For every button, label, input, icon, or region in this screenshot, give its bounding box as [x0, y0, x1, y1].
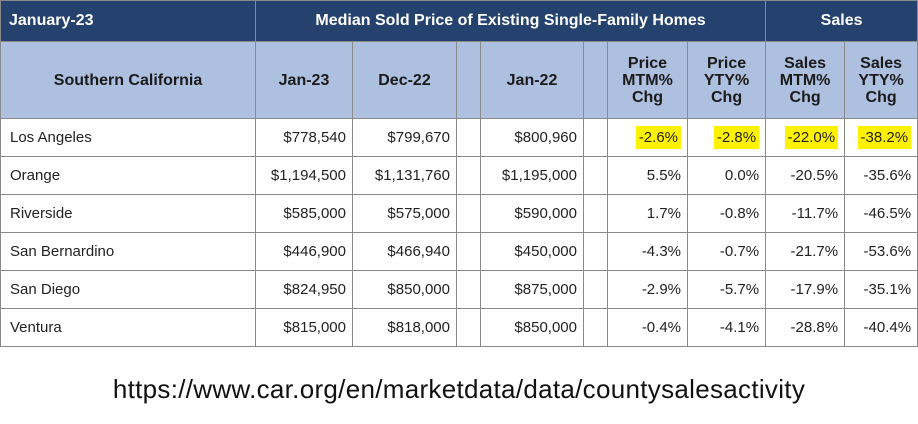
region-cell: Los Angeles [0, 118, 256, 157]
spacer-cell [583, 308, 608, 347]
dec22-cell: $799,670 [352, 118, 457, 157]
price-mtm-column-header: Price MTM% Chg [607, 41, 688, 119]
dec22-column-header: Dec-22 [352, 41, 457, 119]
jan23-cell: $824,950 [255, 270, 353, 309]
sales-mtm-cell: -11.7% [765, 194, 846, 233]
dec22-cell: $850,000 [352, 270, 457, 309]
region-cell: San Bernardino [0, 232, 256, 271]
sales-yty-cell: -46.5% [844, 194, 918, 233]
price-yty-cell: -0.8% [686, 194, 767, 233]
spacer-cell [583, 270, 608, 309]
region-cell: Ventura [0, 308, 256, 347]
sales-mtm-cell: -20.5% [765, 156, 846, 195]
median-price-table: January-23 Median Sold Price of Existing… [0, 0, 918, 347]
jan22-column-header: Jan-22 [480, 41, 584, 119]
price-yty-column-header: Price YTY% Chg [686, 41, 767, 119]
sales-group-header: Sales [765, 0, 918, 42]
spacer-cell [456, 156, 481, 195]
table-row: San Bernardino $446,900 $466,940 $450,00… [0, 232, 918, 271]
dec22-cell: $818,000 [352, 308, 457, 347]
sales-mtm-cell: -22.0% [765, 118, 846, 157]
highlighted-value: -2.8% [713, 126, 760, 149]
sales-mtm-column-header: Sales MTM% Chg [765, 41, 846, 119]
sales-mtm-cell: -28.8% [765, 308, 846, 347]
region-cell: San Diego [0, 270, 256, 309]
region-cell: Riverside [0, 194, 256, 233]
price-yty-cell: -4.1% [686, 308, 767, 347]
region-cell: Orange [0, 156, 256, 195]
spacer-cell [583, 232, 608, 271]
price-mtm-cell: 5.5% [607, 156, 688, 195]
table-row: Ventura $815,000 $818,000 $850,000 -0.4%… [0, 308, 918, 347]
source-url: https://www.car.org/en/marketdata/data/c… [112, 374, 806, 404]
jan22-cell: $850,000 [480, 308, 584, 347]
table-row: Orange $1,194,500 $1,131,760 $1,195,000 … [0, 156, 918, 195]
median-price-group-header: Median Sold Price of Existing Single-Fam… [254, 0, 767, 42]
price-mtm-cell: -0.4% [607, 308, 688, 347]
sales-yty-cell: -35.6% [844, 156, 918, 195]
region-column-header: Southern California [0, 41, 256, 119]
jan22-cell: $800,960 [480, 118, 584, 157]
spacer-column [456, 41, 481, 119]
highlighted-value: -2.6% [635, 126, 681, 149]
table-row: San Diego $824,950 $850,000 $875,000 -2.… [0, 270, 918, 309]
sales-yty-cell: -38.2% [844, 118, 918, 157]
spacer-cell [456, 194, 481, 233]
price-mtm-cell: 1.7% [607, 194, 688, 233]
group-header-row: January-23 Median Sold Price of Existing… [0, 0, 918, 42]
jan23-cell: $815,000 [255, 308, 353, 347]
sales-yty-cell: -35.1% [844, 270, 918, 309]
jan22-cell: $875,000 [480, 270, 584, 309]
price-mtm-cell: -4.3% [607, 232, 688, 271]
dec22-cell: $1,131,760 [352, 156, 457, 195]
jan23-column-header: Jan-23 [255, 41, 353, 119]
jan23-cell: $778,540 [255, 118, 353, 157]
spacer-cell [456, 270, 481, 309]
sales-mtm-cell: -17.9% [765, 270, 846, 309]
highlighted-value: -38.2% [857, 126, 912, 149]
sales-mtm-cell: -21.7% [765, 232, 846, 271]
spacer-cell [583, 194, 608, 233]
sales-yty-column-header: Sales YTY% Chg [844, 41, 918, 119]
sales-table-container: January-23 Median Sold Price of Existing… [0, 0, 918, 347]
spacer-cell [456, 308, 481, 347]
spacer-cell [456, 118, 481, 157]
price-yty-cell: -2.8% [686, 118, 767, 157]
sales-yty-cell: -53.6% [844, 232, 918, 271]
jan23-cell: $585,000 [255, 194, 353, 233]
highlighted-value: -22.0% [784, 126, 839, 149]
table-row: Riverside $585,000 $575,000 $590,000 1.7… [0, 194, 918, 233]
jan23-cell: $1,194,500 [255, 156, 353, 195]
price-yty-cell: 0.0% [686, 156, 767, 195]
price-yty-cell: -0.7% [686, 232, 767, 271]
spacer-cell [456, 232, 481, 271]
spacer-cell [583, 156, 608, 195]
jan22-cell: $1,195,000 [480, 156, 584, 195]
price-mtm-cell: -2.6% [607, 118, 688, 157]
price-mtm-cell: -2.9% [607, 270, 688, 309]
jan22-cell: $590,000 [480, 194, 584, 233]
dec22-cell: $575,000 [352, 194, 457, 233]
dec22-cell: $466,940 [352, 232, 457, 271]
period-label: January-23 [0, 0, 256, 42]
spacer-column [583, 41, 608, 119]
jan23-cell: $446,900 [255, 232, 353, 271]
spacer-cell [583, 118, 608, 157]
sales-yty-cell: -40.4% [844, 308, 918, 347]
jan22-cell: $450,000 [480, 232, 584, 271]
column-header-row: Southern California Jan-23 Dec-22 Jan-22… [0, 41, 918, 119]
table-row: Los Angeles $778,540 $799,670 $800,960 -… [0, 118, 918, 157]
price-yty-cell: -5.7% [686, 270, 767, 309]
